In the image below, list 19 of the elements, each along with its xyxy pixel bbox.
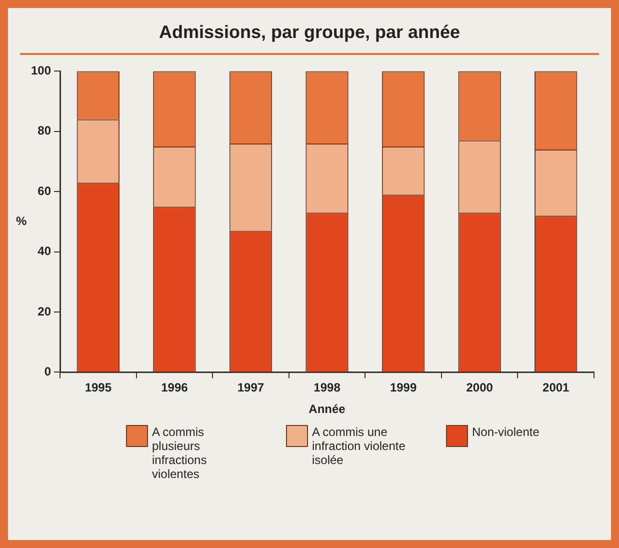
x-tick-label: 1998 (314, 380, 341, 395)
x-tick-label: 2000 (466, 380, 494, 395)
x-axis-title: Année (308, 402, 346, 416)
x-tick-label: 1996 (161, 380, 188, 395)
y-tick-label: 80 (38, 124, 52, 138)
y-tick-label: 60 (38, 184, 52, 198)
legend-label: A commis une infraction violente isolée (312, 425, 406, 467)
legend-label: A commis plusieurs infractions violentes (152, 425, 208, 481)
chart-title: Admissions, par groupe, par année (20, 8, 599, 55)
x-tick-label: 2001 (542, 380, 570, 395)
y-axis-title: % (16, 214, 27, 228)
x-tick-label: 1999 (390, 380, 417, 395)
y-tick-label: 20 (38, 304, 52, 318)
y-tick-label: 100 (30, 64, 52, 78)
y-tick-label: 0 (44, 364, 52, 379)
y-tick-label: 40 (38, 244, 52, 258)
legend-label: Non-violente (472, 425, 540, 439)
x-tick-label: 1995 (84, 380, 112, 395)
x-tick-label: 1997 (237, 380, 264, 395)
